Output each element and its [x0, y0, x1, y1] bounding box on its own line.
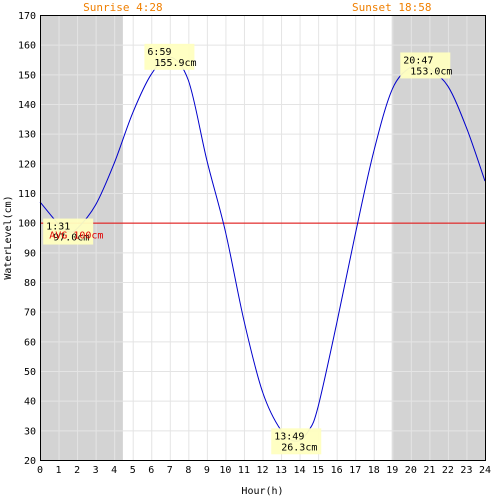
y-tick-label: 130 — [18, 130, 36, 141]
annotation-value: 153.0cm — [410, 66, 452, 77]
y-tick-label: 30 — [24, 426, 36, 437]
annotation-value: 26.3cm — [281, 442, 317, 453]
y-tick-label: 150 — [18, 70, 36, 81]
y-tick-label: 170 — [18, 11, 36, 22]
y-tick-label: 90 — [24, 248, 36, 259]
y-tick-label: 160 — [18, 41, 36, 52]
y-tick-label: 60 — [24, 337, 36, 348]
x-tick-label: 15 — [312, 465, 324, 476]
x-tick-label: 1 — [56, 465, 62, 476]
x-tick-label: 19 — [386, 465, 398, 476]
x-tick-label: 14 — [294, 465, 306, 476]
x-tick-label: 2 — [74, 465, 80, 476]
sunrise-label: Sunrise 4:28 — [83, 1, 162, 14]
x-tick-label: 20 — [405, 465, 417, 476]
y-tick-label: 110 — [18, 189, 36, 200]
x-tick-label: 13 — [275, 465, 287, 476]
x-tick-label: 5 — [130, 465, 136, 476]
night-band — [391, 15, 485, 460]
y-axis-label: WaterLevel(cm) — [3, 195, 14, 279]
average-label: AVG 100cm — [49, 231, 103, 242]
annotation-time: 6:59 — [147, 47, 171, 58]
x-tick-label: 16 — [331, 465, 343, 476]
sunset-label: Sunset 18:58 — [352, 1, 431, 14]
tick-labels: 0 1 2 3 4 5 6 7 8 9 10 11 12 13 14 15 16 17 18 19 20 21 22 23 24… — [18, 11, 491, 476]
x-tick-label: 0 — [37, 465, 43, 476]
annotation-box — [400, 52, 451, 79]
annotation-time: 13:49 — [274, 431, 304, 442]
y-tick-label: 100 — [18, 219, 36, 230]
x-axis-label: Hour(h) — [241, 486, 283, 497]
annotation-box — [144, 43, 195, 70]
night-shading — [40, 15, 485, 460]
y-tick-label: 20 — [24, 456, 36, 467]
x-tick-label: 24 — [479, 465, 491, 476]
x-tick-label: 6 — [148, 465, 154, 476]
annotation-box — [43, 218, 94, 245]
x-tick-label: 3 — [93, 465, 99, 476]
x-tick-label: 12 — [256, 465, 268, 476]
x-tick-label: 17 — [349, 465, 361, 476]
annotation-time: 20:47 — [403, 55, 433, 66]
annotation-box — [271, 428, 322, 455]
x-tick-label: 18 — [368, 465, 380, 476]
x-tick-label: 9 — [204, 465, 210, 476]
x-tick-label: 22 — [442, 465, 454, 476]
y-tick-label: 80 — [24, 278, 36, 289]
x-tick-label: 11 — [238, 465, 250, 476]
y-tick-label: 50 — [24, 367, 36, 378]
annotation-value: 155.9cm — [154, 58, 196, 69]
x-tick-label: 7 — [167, 465, 173, 476]
plot-frame — [40, 15, 486, 461]
x-tick-label: 21 — [423, 465, 435, 476]
x-tick-label: 8 — [185, 465, 191, 476]
y-tick-label: 140 — [18, 100, 36, 111]
y-tick-label: 120 — [18, 159, 36, 170]
annotation-time: 1:31 — [46, 222, 70, 233]
y-tick-label: 40 — [24, 397, 36, 408]
x-tick-label: 4 — [111, 465, 117, 476]
annotation-value: 97.0cm — [53, 233, 89, 244]
x-tick-label: 23 — [460, 465, 472, 476]
y-tick-label: 70 — [24, 308, 36, 319]
x-tick-label: 10 — [219, 465, 231, 476]
